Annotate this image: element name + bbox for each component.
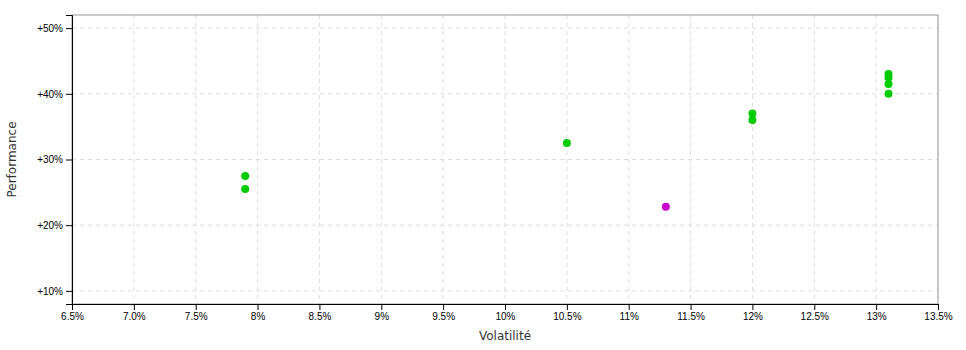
tick-mark <box>66 94 72 95</box>
plot-area: 6.5% 7.0% 7.5% 8% 8.5% 9% 9.5% 10% 10.5% 11% 11.5%… <box>37 15 953 322</box>
point <box>563 139 571 147</box>
tick: 12% <box>743 304 763 322</box>
point <box>748 116 756 124</box>
tick: 11% <box>620 304 639 322</box>
tick: 10% <box>495 304 515 322</box>
tick: +40% <box>37 89 72 100</box>
point <box>885 80 893 88</box>
grid-line-x <box>319 15 320 304</box>
tick: +30% <box>37 154 72 165</box>
tick-mark <box>258 304 259 310</box>
tick-mark <box>443 304 444 310</box>
axis-line <box>73 305 939 311</box>
x-axis: 6.5% 7.0% 7.5% 8% 8.5% 9% 9.5% 10% 10.5% 11% 11.5%… <box>61 304 953 322</box>
tick-label: 8.5% <box>309 311 332 322</box>
tick-label: 13.5% <box>924 311 952 322</box>
tick: 10.5% <box>553 304 581 322</box>
tick-label: +40% <box>37 89 63 100</box>
grid-line-x <box>814 15 815 304</box>
tick-mark <box>814 304 815 310</box>
tick-label: 10% <box>495 311 515 322</box>
tick-label: 11.5% <box>677 311 705 322</box>
tick-label: 7.5% <box>185 311 208 322</box>
grid-line-y <box>72 28 938 29</box>
grid-line-x <box>381 15 382 304</box>
tick: 11.5% <box>677 304 705 322</box>
tick-mark <box>66 291 72 292</box>
tick: 6.5% <box>61 304 84 322</box>
tick-mark <box>876 304 877 310</box>
point <box>662 203 670 211</box>
tick-label: 13% <box>867 311 887 322</box>
tick-label: 8% <box>251 311 266 322</box>
tick-label: 12.5% <box>801 311 829 322</box>
tick-label: 7.0% <box>123 311 146 322</box>
plot-frame <box>72 15 938 304</box>
tick: +10% <box>37 286 72 297</box>
tick: 13.5% <box>924 304 952 322</box>
series <box>241 70 892 193</box>
tick-label: 9.5% <box>432 311 455 322</box>
marks <box>241 70 892 211</box>
tick-mark <box>567 304 568 310</box>
tick-label: +50% <box>37 23 63 34</box>
chart: 6.5% 7.0% 7.5% 8% 8.5% 9% 9.5% 10% 10.5% 11% 11.5%… <box>0 0 966 350</box>
point <box>885 90 893 98</box>
grid-line-x <box>133 15 134 304</box>
grid-line-y <box>72 225 938 226</box>
tick-mark <box>691 304 692 310</box>
tick-label: +20% <box>37 220 63 231</box>
tick: +20% <box>37 220 72 231</box>
y-axis-title: Performance <box>5 121 19 197</box>
tick: 12.5% <box>801 304 829 322</box>
grid-line-x <box>628 15 629 304</box>
tick-mark <box>66 28 72 29</box>
tick: 9% <box>375 304 390 322</box>
tick-mark <box>66 225 72 226</box>
point <box>241 172 249 180</box>
x-axis-title: Volatilité <box>479 329 531 343</box>
tick-mark <box>629 304 630 310</box>
tick: 8% <box>251 304 266 322</box>
tick-mark <box>505 304 506 310</box>
point <box>241 185 249 193</box>
y-axis: +10% +20% +30% +40% +50% <box>37 16 72 305</box>
grid-line-y <box>72 290 938 291</box>
tick-label: 6.5% <box>61 311 84 322</box>
tick-label: 12% <box>743 311 763 322</box>
grid-line-y <box>72 93 938 94</box>
grid <box>72 15 938 304</box>
tick-mark <box>319 304 320 310</box>
series <box>662 203 670 211</box>
tick-mark <box>196 304 197 310</box>
tick-mark <box>752 304 753 310</box>
tick: 8.5% <box>309 304 332 322</box>
tick-mark <box>66 160 72 161</box>
tick-label: +30% <box>37 154 63 165</box>
tick-mark <box>381 304 382 310</box>
grid-line-y <box>72 159 938 160</box>
tick: 7.0% <box>123 304 146 322</box>
tick-label: 11% <box>620 311 639 322</box>
tick: 7.5% <box>185 304 208 322</box>
tick: 13% <box>867 304 887 322</box>
tick-mark <box>134 304 135 310</box>
tick: 9.5% <box>432 304 455 322</box>
tick-label: +10% <box>37 286 63 297</box>
tick-label: 10.5% <box>553 311 581 322</box>
tick-mark <box>938 304 939 310</box>
tick-label: 9% <box>375 311 390 322</box>
grid-line-x <box>566 15 567 304</box>
tick: +50% <box>37 23 72 34</box>
axis-line <box>66 16 73 305</box>
